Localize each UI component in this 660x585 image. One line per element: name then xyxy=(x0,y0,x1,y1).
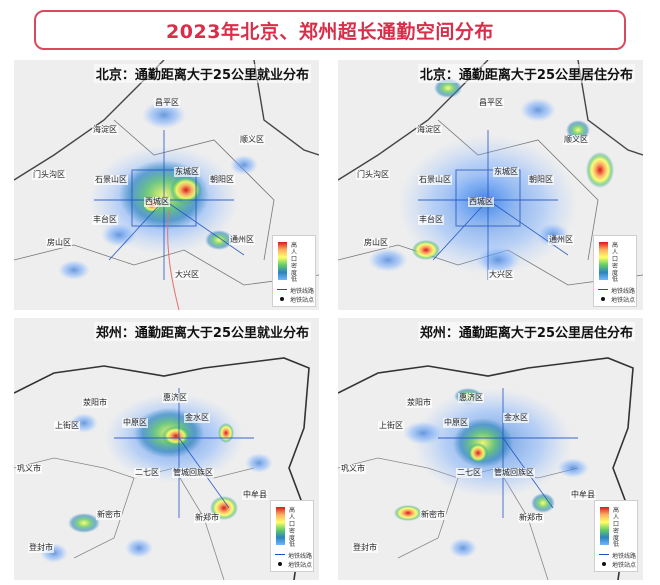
legend-high: 高 xyxy=(291,242,298,249)
panel-title: 郑州：通勤距离大于25公里居住分布 xyxy=(417,322,635,341)
place-label-haidian: 海淀区 xyxy=(92,125,118,135)
place-label-zhongmou: 中牟县 xyxy=(570,490,596,500)
map-legend: 高 人口密度 低 地铁线路 地铁站点 xyxy=(594,500,638,572)
main-title-box: 2023年北京、郑州超长通勤空间分布 xyxy=(34,10,626,50)
place-label-xinmi: 新密市 xyxy=(420,510,446,520)
place-label-daxing: 大兴区 xyxy=(488,270,514,280)
map-legend: 高 人口密度 低 地铁线路 地铁站点 xyxy=(272,235,316,307)
place-label-zhongyuan: 中原区 xyxy=(122,418,148,428)
place-label-jinshui: 金水区 xyxy=(184,413,210,423)
legend-subway-line: 地铁线路 xyxy=(288,553,313,560)
subway-station-swatch xyxy=(601,297,605,301)
legend-subway-station: 地铁站点 xyxy=(612,562,637,569)
legend-subway-station: 地铁站点 xyxy=(288,562,313,569)
place-label-dengfeng: 登封市 xyxy=(352,543,378,553)
legend-caption: 人口密度 xyxy=(289,514,296,542)
legend-high: 高 xyxy=(613,507,620,514)
map-legend: 高 人口密度 低 地铁线路 地铁站点 xyxy=(270,500,314,572)
place-label-gongyi: 巩义市 xyxy=(340,464,366,474)
subway-line-swatch xyxy=(275,554,285,555)
legend-subway-line: 地铁线路 xyxy=(612,553,637,560)
legend-high: 高 xyxy=(289,507,296,514)
place-label-fangshan: 房山区 xyxy=(363,238,389,248)
subway-line-swatch xyxy=(598,289,608,290)
density-color-ramp xyxy=(278,242,287,280)
subway-station-swatch xyxy=(280,297,284,301)
place-label-erqi: 二七区 xyxy=(134,468,160,478)
main-title: 2023年北京、郑州超长通勤空间分布 xyxy=(166,20,494,43)
subway-line-swatch xyxy=(277,289,287,290)
legend-low: 低 xyxy=(289,541,296,548)
map-canvas xyxy=(14,318,319,580)
place-label-jinshui: 金水区 xyxy=(503,413,529,423)
map-panel-beijing-work: 北京：通勤距离大于25公里就业分布 昌平区 海淀区 顺义区 门头沟区 石景山区 … xyxy=(14,60,319,310)
place-label-erqi: 二七区 xyxy=(456,468,482,478)
place-label-daxing: 大兴区 xyxy=(174,270,200,280)
place-label-mentougou: 门头沟区 xyxy=(32,170,66,180)
place-label-zhongyuan: 中原区 xyxy=(443,418,469,428)
place-label-chaoyang: 朝阳区 xyxy=(209,175,235,185)
place-label-guancheng: 管城回族区 xyxy=(493,468,535,478)
place-label-fengtai: 丰台区 xyxy=(92,215,118,225)
legend-caption: 人口密度 xyxy=(291,249,298,277)
legend-subway-line: 地铁线路 xyxy=(290,288,315,295)
legend-subway-line: 地铁线路 xyxy=(611,288,636,295)
legend-subway-station: 地铁站点 xyxy=(290,297,315,304)
place-label-dongcheng: 东城区 xyxy=(174,167,200,177)
place-label-chaoyang: 朝阳区 xyxy=(528,175,554,185)
place-label-xingyang: 荥阳市 xyxy=(82,398,108,408)
place-label-shangjie: 上街区 xyxy=(54,421,80,431)
place-label-changping: 昌平区 xyxy=(478,98,504,108)
density-color-ramp xyxy=(600,507,609,545)
subway-station-swatch xyxy=(278,562,282,566)
place-label-shijingshan: 石景山区 xyxy=(94,175,128,185)
legend-low: 低 xyxy=(612,276,619,283)
legend-high: 高 xyxy=(612,242,619,249)
panel-title: 郑州：通勤距离大于25公里就业分布 xyxy=(93,322,311,341)
place-label-xinmi: 新密市 xyxy=(96,510,122,520)
legend-caption: 人口密度 xyxy=(612,249,619,277)
map-panel-zhengzhou-work: 郑州：通勤距离大于25公里就业分布 荥阳市 惠济区 金水区 上街区 中原区 巩义… xyxy=(14,318,319,580)
map-panel-beijing-live: 北京：通勤距离大于25公里居住分布 昌平区 海淀区 顺义区 门头沟区 石景山区 … xyxy=(338,60,643,310)
map-legend: 高 人口密度 低 地铁线路 地铁站点 xyxy=(593,235,637,307)
legend-caption: 人口密度 xyxy=(613,514,620,542)
legend-low: 低 xyxy=(613,541,620,548)
place-label-shunyi: 顺义区 xyxy=(563,135,589,145)
place-label-xicheng: 西城区 xyxy=(468,197,494,207)
density-color-ramp xyxy=(599,242,608,280)
place-label-xinzheng: 新郑市 xyxy=(518,513,544,523)
legend-subway-station: 地铁站点 xyxy=(611,297,636,304)
density-color-ramp xyxy=(276,507,285,545)
place-label-dongcheng: 东城区 xyxy=(493,167,519,177)
panel-title: 北京：通勤距离大于25公里就业分布 xyxy=(93,64,311,83)
legend-low: 低 xyxy=(291,276,298,283)
subway-line-swatch xyxy=(599,554,609,555)
place-label-changping: 昌平区 xyxy=(154,98,180,108)
place-label-fangshan: 房山区 xyxy=(46,238,72,248)
place-label-mentougou: 门头沟区 xyxy=(356,170,390,180)
place-label-fengtai: 丰台区 xyxy=(418,215,444,225)
place-label-haidian: 海淀区 xyxy=(416,125,442,135)
place-label-shijingshan: 石景山区 xyxy=(418,175,452,185)
place-label-guancheng: 管城回族区 xyxy=(172,468,214,478)
place-label-gongyi: 巩义市 xyxy=(16,464,42,474)
place-label-zhongmou: 中牟县 xyxy=(242,490,268,500)
place-label-tongzhou: 通州区 xyxy=(229,235,255,245)
panel-title: 北京：通勤距离大于25公里居住分布 xyxy=(417,64,635,83)
place-label-shunyi: 顺义区 xyxy=(239,135,265,145)
place-label-tongzhou: 通州区 xyxy=(548,235,574,245)
place-label-huiji: 惠济区 xyxy=(458,393,484,403)
place-label-xicheng: 西城区 xyxy=(144,197,170,207)
place-label-xinzheng: 新郑市 xyxy=(194,513,220,523)
place-label-xingyang: 荥阳市 xyxy=(406,398,432,408)
place-label-shangjie: 上街区 xyxy=(378,421,404,431)
map-panel-zhengzhou-live: 郑州：通勤距离大于25公里居住分布 荥阳市 惠济区 金水区 上街区 中原区 巩义… xyxy=(338,318,643,580)
place-label-huiji: 惠济区 xyxy=(162,393,188,403)
subway-station-swatch xyxy=(602,562,606,566)
map-canvas xyxy=(338,318,643,580)
place-label-dengfeng: 登封市 xyxy=(28,543,54,553)
